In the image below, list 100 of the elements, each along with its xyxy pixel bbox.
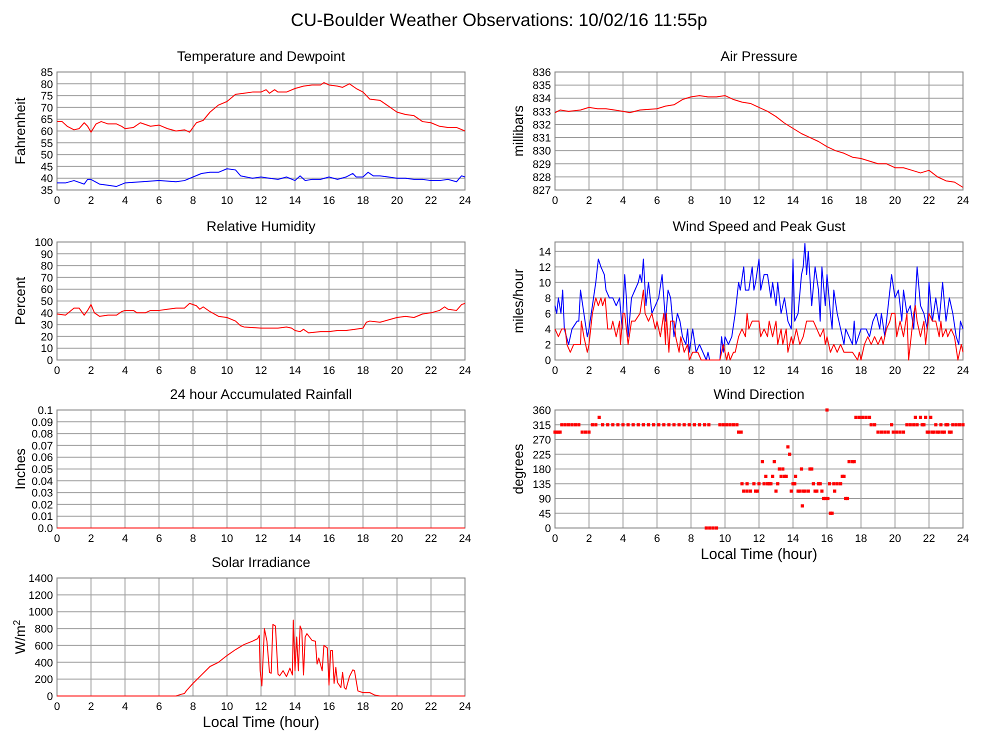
chart-title: Relative Humidity bbox=[206, 218, 316, 234]
x-tick-label: 16 bbox=[322, 533, 336, 545]
line-series bbox=[554, 95, 964, 188]
y-tick-label: 75 bbox=[40, 90, 53, 103]
x-tick-label: 4 bbox=[122, 365, 128, 377]
y-tick-label: 20 bbox=[40, 331, 53, 344]
y-tick-label: 0.06 bbox=[32, 452, 53, 464]
y-tick-label: 0.03 bbox=[32, 488, 53, 500]
x-tick-label: 12 bbox=[254, 195, 268, 207]
x-tick-label: 24 bbox=[956, 365, 970, 377]
y-tick-label: 829 bbox=[532, 158, 551, 171]
x-tick-label: 4 bbox=[122, 195, 128, 207]
y-tick-label: 1200 bbox=[28, 590, 53, 602]
x-tick-label: 18 bbox=[854, 365, 868, 377]
y-tick-label: 0 bbox=[544, 523, 551, 535]
x-tick-label: 4 bbox=[620, 195, 626, 207]
x-tick-label: 14 bbox=[288, 365, 302, 377]
x-tick-label: 16 bbox=[820, 365, 834, 377]
x-tick-label: 20 bbox=[390, 701, 404, 713]
chart-title: Temperature and Dewpoint bbox=[176, 48, 346, 64]
x-tick-label: 10 bbox=[718, 195, 732, 207]
y-axis-title: millibars bbox=[510, 105, 526, 157]
x-tick-label: 16 bbox=[322, 195, 336, 207]
x-tick-label: 6 bbox=[156, 195, 162, 207]
x-tick-label: 20 bbox=[390, 533, 404, 545]
x-tick-label: 22 bbox=[922, 195, 936, 207]
y-tick-label: 70 bbox=[40, 102, 53, 114]
y-tick-label: 0.04 bbox=[32, 476, 53, 488]
y-tick-label: 1000 bbox=[28, 606, 53, 619]
y-tick-label: 800 bbox=[34, 624, 53, 636]
x-tick-label: 24 bbox=[458, 701, 472, 713]
x-tick-label: 10 bbox=[220, 195, 234, 207]
y-tick-label: 834 bbox=[532, 93, 551, 106]
y-tick-label: 10 bbox=[538, 277, 551, 290]
x-tick-label: 20 bbox=[888, 195, 902, 207]
x-tick-label: 8 bbox=[190, 701, 196, 713]
x-tick-label: 2 bbox=[586, 365, 592, 377]
x-tick-label: 24 bbox=[458, 195, 472, 207]
x-tick-label: 6 bbox=[654, 365, 660, 377]
y-tick-label: 827 bbox=[532, 185, 551, 197]
y-tick-label: 833 bbox=[532, 106, 551, 118]
x-tick-label: 16 bbox=[820, 195, 834, 207]
x-tick-label: 16 bbox=[322, 365, 336, 377]
y-tick-label: 2 bbox=[544, 339, 551, 352]
y-tick-label: 80 bbox=[40, 78, 53, 91]
y-tick-label: 0 bbox=[46, 355, 53, 367]
x-tick-label: 18 bbox=[356, 195, 370, 207]
x-tick-label: 12 bbox=[752, 365, 766, 377]
y-tick-label: 600 bbox=[34, 640, 53, 652]
x-tick-label: 10 bbox=[220, 701, 234, 713]
y-tick-label: 60 bbox=[40, 284, 53, 296]
x-tick-label: 4 bbox=[122, 533, 128, 545]
x-tick-label: 10 bbox=[718, 533, 732, 545]
x-tick-label: 8 bbox=[190, 533, 196, 545]
x-tick-label: 6 bbox=[156, 701, 162, 713]
y-tick-label: 836 bbox=[532, 67, 551, 79]
x-tick-label: 20 bbox=[888, 365, 902, 377]
y-tick-label: 4 bbox=[544, 324, 551, 336]
y-tick-label: 35 bbox=[40, 185, 53, 197]
x-tick-label: 2 bbox=[88, 533, 94, 545]
line-series bbox=[56, 168, 466, 187]
y-tick-label: 85 bbox=[40, 67, 53, 79]
y-tick-label: 180 bbox=[532, 464, 551, 476]
x-tick-label: 24 bbox=[956, 533, 970, 545]
x-tick-label: 10 bbox=[220, 533, 234, 545]
x-tick-label: 2 bbox=[88, 195, 94, 207]
x-tick-label: 10 bbox=[220, 365, 234, 377]
y-tick-label: 828 bbox=[532, 172, 551, 184]
x-tick-label: 14 bbox=[288, 533, 302, 545]
x-tick-label: 8 bbox=[688, 365, 694, 377]
y-axis-title: degrees bbox=[510, 444, 526, 494]
x-tick-label: 12 bbox=[254, 533, 268, 545]
chart-title: Solar Irradiance bbox=[212, 554, 311, 570]
x-axis-title: Local Time (hour) bbox=[700, 546, 818, 563]
x-tick-label: 8 bbox=[688, 195, 694, 207]
y-tick-label: 45 bbox=[40, 161, 53, 174]
y-tick-label: 1400 bbox=[28, 573, 53, 585]
y-tick-label: 14 bbox=[538, 246, 551, 258]
x-tick-label: 8 bbox=[190, 195, 196, 207]
x-tick-label: 20 bbox=[390, 195, 404, 207]
chart-title: Wind Direction bbox=[713, 386, 805, 402]
y-tick-label: 0.02 bbox=[32, 499, 53, 512]
x-tick-label: 10 bbox=[718, 365, 732, 377]
x-tick-label: 2 bbox=[586, 195, 592, 207]
chart-title: 24 hour Accumulated Rainfall bbox=[170, 386, 352, 402]
x-tick-label: 2 bbox=[88, 365, 94, 377]
x-tick-label: 14 bbox=[786, 195, 800, 207]
y-tick-label: 6 bbox=[544, 308, 551, 320]
y-tick-label: 831 bbox=[532, 132, 551, 145]
y-axis-title: miles/hour bbox=[510, 268, 526, 334]
line-series bbox=[56, 82, 466, 133]
y-tick-label: 65 bbox=[40, 114, 53, 126]
y-tick-label: 400 bbox=[34, 657, 53, 670]
x-tick-label: 12 bbox=[752, 195, 766, 207]
y-tick-label: 0 bbox=[544, 355, 551, 367]
x-tick-label: 6 bbox=[156, 533, 162, 545]
y-tick-label: 0 bbox=[46, 691, 53, 703]
x-tick-label: 6 bbox=[654, 533, 660, 545]
x-tick-label: 4 bbox=[620, 533, 626, 545]
chart-title: Air Pressure bbox=[720, 48, 798, 64]
